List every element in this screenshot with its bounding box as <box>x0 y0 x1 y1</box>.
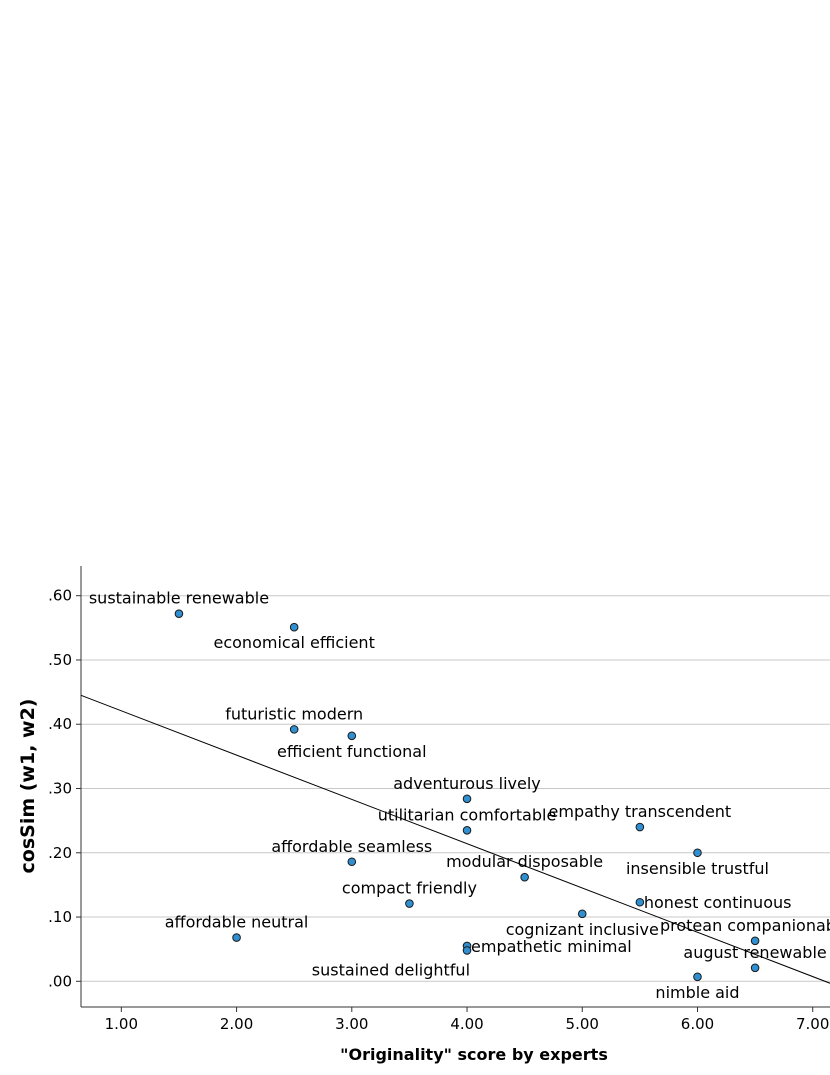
data-point <box>289 725 299 734</box>
x-tick-label: 4.00 <box>450 1015 483 1033</box>
data-point <box>520 872 529 882</box>
x-axis-title: "Originality" score by experts <box>340 1045 608 1064</box>
fit-line <box>80 694 830 984</box>
data-point <box>693 848 702 858</box>
data-point <box>577 909 587 919</box>
tick-labels: .00 .10 .20 .30 .40 .50 .60 1.00 2.00 3.00 4.00 5.0… <box>48 587 829 1033</box>
point-label: protean companionable <box>660 916 830 935</box>
point-label: utilitarian comfortable <box>378 805 557 824</box>
x-tick-label: 3.00 <box>335 1015 368 1033</box>
y-tick-label: .30 <box>48 780 72 798</box>
data-point <box>174 609 184 619</box>
gridlines <box>81 595 830 982</box>
point-label: economical efficient <box>214 633 375 652</box>
point-label: adventurous lively <box>393 774 541 793</box>
data-point <box>635 897 645 907</box>
point-label: cognizant inclusive <box>506 920 659 939</box>
point-label: affordable seamless <box>271 837 432 856</box>
y-tick-label: .20 <box>48 844 72 862</box>
y-tick-label: .40 <box>48 715 72 733</box>
data-point <box>347 857 357 867</box>
x-tick-label: 5.00 <box>566 1015 599 1033</box>
point-label: empathy transcendent <box>549 802 732 821</box>
point-label: insensible trustful <box>626 859 769 878</box>
x-tick-label: 7.00 <box>796 1015 829 1033</box>
point-label: efficient functional <box>277 742 427 761</box>
fit-line-layer <box>80 694 830 984</box>
data-point <box>462 946 472 955</box>
y-tick-label: .10 <box>48 908 72 926</box>
point-label: august renewable <box>683 943 826 962</box>
data-points <box>174 609 760 982</box>
data-point <box>750 936 760 946</box>
point-label: futuristic modern <box>225 704 363 723</box>
data-point <box>289 622 299 632</box>
data-point <box>750 963 760 973</box>
data-point <box>462 825 472 835</box>
point-label: sustained delightful <box>312 960 470 979</box>
data-point <box>693 972 702 982</box>
data-point <box>347 731 357 741</box>
point-label: sustainable renewable <box>89 589 269 608</box>
axes <box>76 566 830 1012</box>
data-point <box>462 794 472 804</box>
y-axis-title: cosSim (w1, w2) <box>17 699 39 874</box>
y-tick-label: .50 <box>48 651 72 669</box>
point-labels: sustainable renewable economical efficien… <box>89 589 830 1002</box>
data-point <box>405 899 414 908</box>
point-label: compact friendly <box>342 879 477 898</box>
data-point <box>635 822 645 832</box>
data-point <box>232 933 241 942</box>
x-tick-label: 1.00 <box>105 1015 138 1033</box>
y-tick-label: .60 <box>48 587 72 605</box>
y-tick-label: .00 <box>48 972 72 990</box>
x-tick-label: 2.00 <box>220 1015 253 1033</box>
point-label: modular disposable <box>446 852 603 871</box>
x-tick-label: 6.00 <box>681 1015 714 1033</box>
point-label: nimble aid <box>655 983 739 1002</box>
point-label: empathetic minimal <box>471 937 632 956</box>
point-label: affordable neutral <box>165 913 309 932</box>
point-label: honest continuous <box>644 893 792 912</box>
